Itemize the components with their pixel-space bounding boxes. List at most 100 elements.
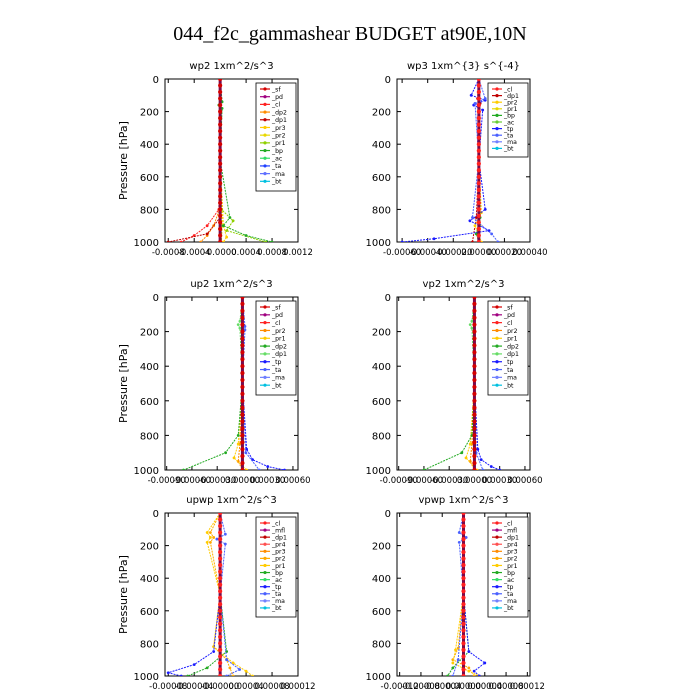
- central-profile-point: [218, 667, 223, 672]
- x-tick-label: -0.00060: [405, 476, 443, 486]
- legend-label: _pr1: [503, 106, 518, 113]
- figure-title: 044_f2c_gammashear BUDGET at90E,10N: [173, 23, 526, 45]
- central-profile-point: [461, 589, 466, 594]
- legend-marker: [263, 164, 267, 168]
- y-tick-label: 0: [385, 75, 391, 86]
- legend-marker: [495, 321, 499, 325]
- series-point: [473, 224, 477, 228]
- series-point: [266, 465, 270, 468]
- central-profile-point: [218, 523, 223, 529]
- central-profile-point: [218, 200, 223, 205]
- central-profile-point: [461, 582, 466, 587]
- central-profile-point: [476, 79, 481, 82]
- central-profile-point: [472, 426, 477, 431]
- legend: _cl_mfl_dp1_pr4_pr3_pr2_pr1_bp_ac_tp_ta_…: [255, 516, 297, 618]
- y-tick-label: 1000: [366, 238, 391, 249]
- series-point: [225, 229, 229, 232]
- legend-marker: [263, 156, 267, 160]
- central-profile-point: [476, 122, 481, 127]
- legend-label: _bp: [503, 113, 515, 120]
- x-tick-label: 0.00012: [280, 682, 315, 692]
- series-point: [468, 219, 472, 223]
- central-profile-point: [218, 660, 223, 666]
- legend-label: _pr2: [271, 328, 286, 335]
- y-tick-label: 800: [140, 205, 159, 216]
- legend-label: _ta: [503, 367, 514, 374]
- legend-label: _cl: [503, 520, 512, 527]
- legend-label: _bt: [271, 382, 282, 389]
- y-tick-label: 600: [140, 607, 159, 618]
- central-profile-point: [461, 621, 466, 626]
- series-point: [467, 666, 471, 670]
- series-point: [498, 468, 502, 470]
- series-line-ta: [241, 297, 260, 470]
- x-tick-label: -0.00008: [149, 682, 187, 692]
- y-tick-label: 600: [372, 397, 391, 408]
- central-profile-point: [472, 454, 477, 459]
- x-tick-label: 0.00000: [446, 682, 481, 692]
- series-point: [224, 451, 228, 455]
- legend-marker: [495, 360, 499, 364]
- series-group: [446, 513, 487, 676]
- series-point: [473, 102, 477, 105]
- x-tick-label: 0.0004: [231, 248, 261, 258]
- legend-marker: [263, 125, 267, 130]
- series-point: [238, 319, 242, 323]
- series-point: [468, 323, 472, 327]
- series-point: [476, 447, 480, 451]
- legend-marker: [495, 87, 499, 91]
- y-tick-label: 400: [140, 140, 159, 151]
- series-point: [283, 468, 286, 470]
- central-profile-point: [476, 181, 481, 186]
- legend-label: _ac: [271, 156, 283, 163]
- central-profile-point: [476, 155, 481, 160]
- y-tick-label: 800: [372, 431, 391, 442]
- series-point: [422, 468, 426, 470]
- legend-marker: [263, 563, 267, 568]
- x-tick-label: -0.00090: [380, 476, 418, 486]
- legend-label: _dp1: [271, 351, 287, 358]
- legend-marker: [263, 179, 267, 183]
- x-tick-label: -0.0004: [178, 248, 211, 258]
- series-point: [270, 240, 274, 242]
- x-tick-label: -0.00030: [198, 476, 236, 486]
- central-profile-point: [218, 641, 223, 646]
- chart-panel-4: vp2 1xm^2/s^302004006008001000-0.00090-0…: [366, 279, 543, 486]
- central-profile-point: [476, 148, 481, 153]
- central-profile-point: [240, 322, 245, 327]
- legend-marker: [263, 102, 267, 106]
- central-profile-point: [461, 576, 466, 581]
- central-profile-point: [218, 168, 223, 173]
- legend-marker: [495, 563, 499, 568]
- legend-marker: [263, 528, 267, 532]
- series-point: [182, 468, 185, 470]
- y-tick-label: 200: [140, 108, 159, 119]
- central-profile-point: [218, 517, 223, 522]
- central-profile-point: [461, 543, 466, 548]
- central-profile-point: [218, 155, 223, 160]
- legend-marker: [263, 606, 267, 610]
- y-tick-label: 0: [153, 75, 159, 86]
- legend-marker: [495, 556, 499, 560]
- legend-marker: [263, 305, 267, 309]
- y-tick-label: 400: [372, 574, 391, 585]
- legend-label: _dp1: [271, 534, 287, 541]
- central-profile-point: [218, 79, 223, 82]
- legend-marker: [495, 94, 499, 98]
- central-profile-point: [476, 89, 481, 95]
- chart-title: vp2 1xm^2/s^3: [423, 279, 505, 290]
- x-tick-label: 0.00008: [488, 682, 523, 692]
- central-profile-point: [240, 460, 245, 466]
- central-profile-point: [472, 336, 477, 341]
- legend-marker: [263, 585, 267, 589]
- legend-marker: [495, 344, 499, 348]
- central-profile-point: [218, 673, 223, 676]
- series-point: [464, 456, 468, 460]
- central-profile-point: [472, 301, 477, 307]
- chart-title: vpwp 1xm^2/s^3: [418, 495, 508, 506]
- x-tick-label: 0.00004: [229, 682, 264, 692]
- x-tick-label: -0.00008: [402, 682, 440, 692]
- legend-label: _mfl: [271, 527, 285, 534]
- legend-label: _dp2: [271, 343, 287, 350]
